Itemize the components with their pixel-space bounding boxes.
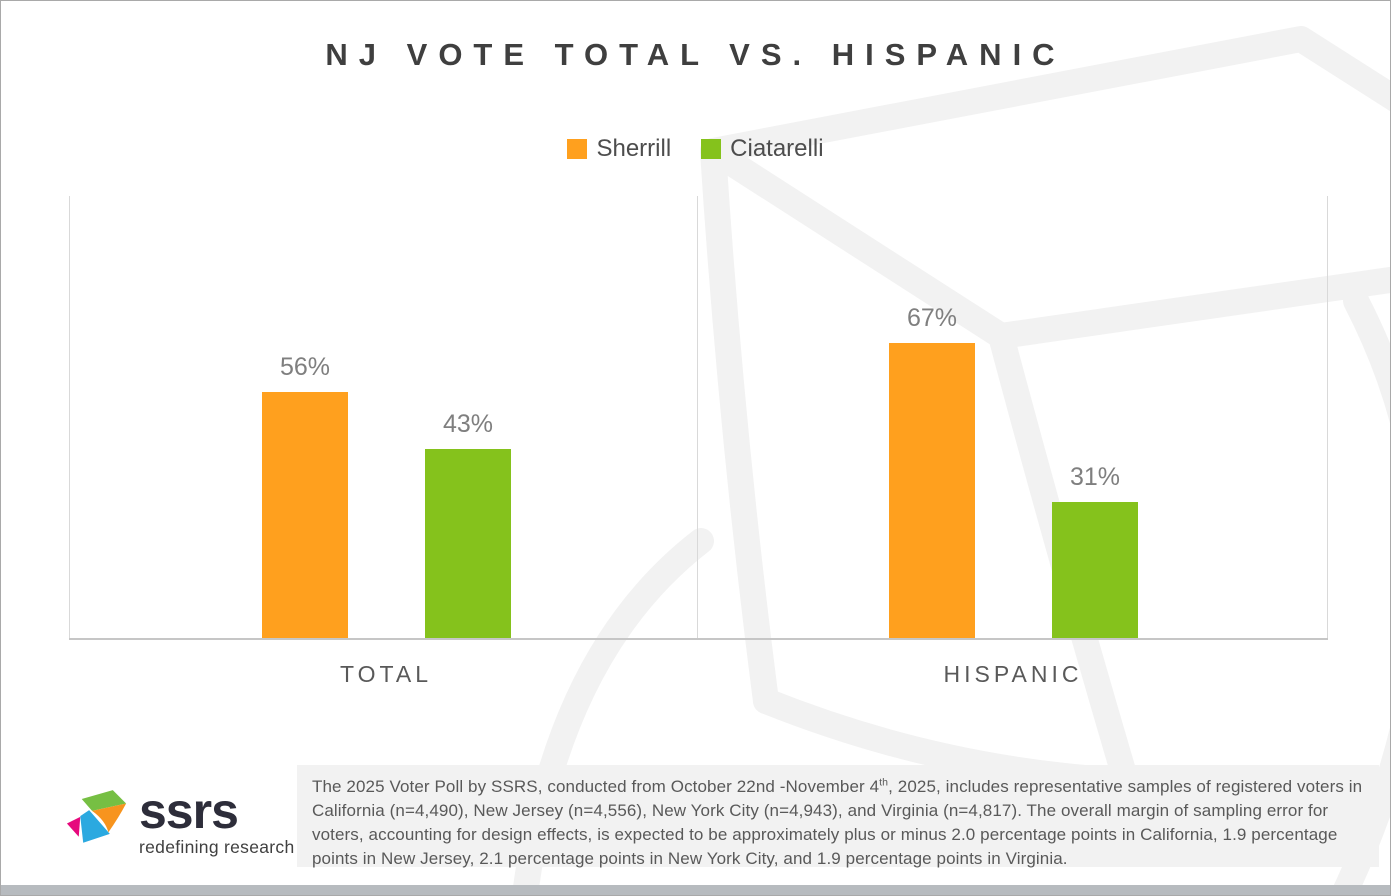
note-text-1: The 2025 Voter Poll by SSRS, conducted f… [312, 777, 880, 796]
bar-fill [262, 391, 348, 638]
value-label-sherrill-hispanic: 67% [906, 304, 958, 333]
logo-wordmark: ssrs [139, 783, 239, 839]
category-label-hispanic: HISPANIC [943, 661, 1083, 687]
category-label-total: TOTAL [340, 661, 432, 687]
ciatarelli-swatch-icon [701, 139, 722, 159]
bar-ciatarelli-total: 43% [425, 410, 511, 638]
legend-item-ciatarelli: Ciatarelli [701, 135, 824, 163]
bar-sherrill-hispanic: 67% [889, 304, 975, 638]
legend-label-ciatarelli: Ciatarelli [730, 135, 824, 162]
plot-right-border [1327, 196, 1328, 638]
legend-label-sherrill: Sherrill [596, 135, 672, 162]
bar-fill [1052, 501, 1138, 638]
ssrs-logo: ssrs redefining research [61, 783, 295, 858]
ssrs-logo-icon [66, 790, 127, 843]
panel-divider [697, 196, 698, 638]
x-axis-line [69, 638, 1328, 640]
value-label-ciatarelli-total: 43% [442, 409, 494, 438]
plot-left-border [69, 196, 70, 638]
bar-fill [425, 448, 511, 638]
legend-item-sherrill: Sherrill [567, 135, 671, 163]
value-label-ciatarelli-hispanic: 31% [1069, 462, 1121, 491]
chart-title: NJ VOTE TOTAL VS. HISPANIC [325, 37, 1066, 72]
note-superscript: th [879, 776, 889, 789]
sherrill-swatch-icon [567, 139, 588, 159]
methodology-note: The 2025 Voter Poll by SSRS, conducted f… [297, 765, 1379, 868]
bar-fill [889, 343, 975, 638]
plot-area: 56% 43% 67% 31% [69, 196, 1328, 640]
bar-ciatarelli-hispanic: 31% [1052, 463, 1138, 638]
logo-text-block: ssrs redefining research [139, 783, 295, 858]
value-label-sherrill-total: 56% [279, 352, 331, 381]
logo-tagline: redefining research [139, 837, 295, 857]
bottom-accent-bar [1, 885, 1390, 895]
chart-legend: Sherrill Ciatarelli [1, 135, 1390, 163]
bar-sherrill-total: 56% [262, 353, 348, 638]
